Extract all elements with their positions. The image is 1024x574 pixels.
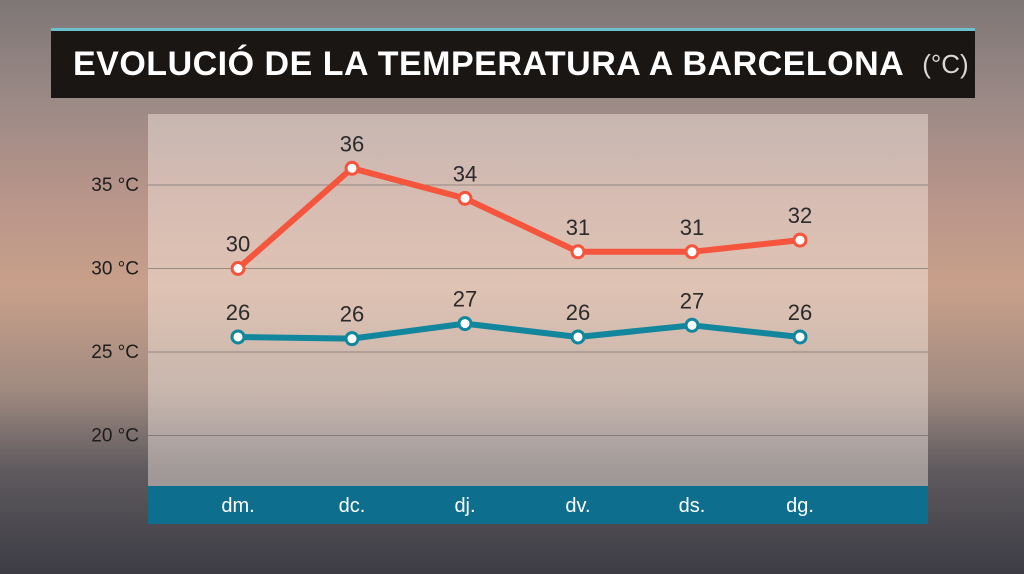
series-line-0	[235, 165, 803, 272]
series-line-1	[235, 320, 803, 342]
data-label: 36	[340, 131, 364, 156]
data-point	[230, 329, 246, 345]
data-label: 31	[680, 215, 704, 240]
x-tick-label: dj.	[454, 495, 475, 517]
x-tick-label: dv.	[565, 495, 590, 517]
data-point	[230, 261, 246, 276]
x-tick-label: ds.	[679, 495, 706, 517]
data-point	[684, 317, 700, 333]
x-axis-bar	[148, 486, 928, 524]
plot-area	[148, 114, 928, 524]
data-label: 27	[680, 288, 704, 313]
x-tick-label: dg.	[786, 495, 814, 517]
data-point	[457, 316, 473, 332]
y-tick-label: 25 °C	[91, 342, 139, 363]
data-label: 26	[566, 300, 590, 325]
data-label: 32	[788, 203, 812, 228]
chart-unit: (°C)	[922, 49, 969, 79]
data-point	[792, 329, 808, 345]
data-point	[684, 244, 700, 260]
data-point	[344, 160, 360, 176]
data-label: 27	[453, 287, 477, 312]
data-point	[457, 190, 473, 206]
data-point	[570, 244, 586, 260]
data-label: 34	[453, 161, 477, 186]
data-label: 26	[340, 302, 364, 327]
data-label: 30	[226, 232, 250, 257]
data-label: 26	[788, 300, 812, 325]
data-label: 31	[566, 215, 590, 240]
chart-title: EVOLUCIÓ DE LA TEMPERATURA A BARCELONA	[73, 45, 905, 83]
y-tick-label: 35 °C	[91, 175, 139, 196]
x-tick-label: dc.	[339, 495, 366, 517]
data-point	[344, 331, 360, 347]
data-point	[570, 329, 586, 345]
y-tick-label: 20 °C	[91, 426, 139, 447]
data-point	[792, 232, 808, 248]
x-tick-label: dm.	[221, 495, 254, 517]
data-label: 26	[226, 300, 250, 325]
title-bar: EVOLUCIÓ DE LA TEMPERATURA A BARCELONA (…	[51, 28, 975, 98]
y-tick-label: 30 °C	[91, 259, 139, 280]
